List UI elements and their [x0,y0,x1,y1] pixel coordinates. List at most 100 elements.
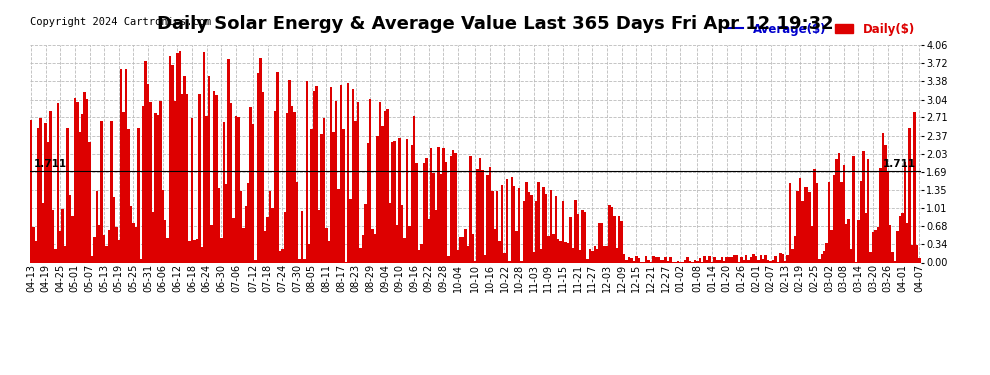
Bar [828,182,831,262]
Bar [266,217,269,262]
Bar [45,123,47,262]
Bar [599,222,601,262]
Bar [579,250,581,262]
Bar [159,100,161,262]
Bar [173,101,176,262]
Bar [171,65,173,262]
Bar [516,231,518,262]
Bar [891,252,894,262]
Bar [874,230,877,262]
Bar [349,199,351,262]
Bar [154,112,156,262]
Bar [42,203,45,262]
Bar [601,223,603,262]
Bar [96,191,98,262]
Bar [388,204,391,262]
Bar [220,238,223,262]
Bar [767,260,769,262]
Bar [298,259,301,262]
Bar [764,255,767,262]
Bar [791,249,794,262]
Bar [549,190,552,262]
Bar [506,178,508,262]
Bar [823,251,826,262]
Bar [206,116,208,262]
Bar [406,139,408,262]
Bar [151,212,154,262]
Bar [40,118,42,262]
Bar [393,141,396,262]
Bar [916,245,919,262]
Bar [303,260,306,262]
Bar [857,220,859,262]
Bar [474,261,476,262]
Bar [479,158,481,262]
Bar [511,177,513,262]
Bar [554,196,557,262]
Bar [704,256,706,262]
Bar [896,231,899,262]
Bar [498,241,501,262]
Bar [306,81,308,262]
Bar [816,183,818,262]
Bar [30,120,32,262]
Bar [186,94,188,262]
Bar [188,241,191,262]
Bar [279,251,281,262]
Bar [103,235,105,262]
Bar [749,256,752,262]
Bar [559,241,562,262]
Bar [51,210,54,262]
Bar [54,249,56,262]
Bar [744,255,747,262]
Bar [728,257,731,262]
Bar [201,247,203,262]
Bar [147,84,149,262]
Bar [356,102,359,262]
Bar [71,216,73,262]
Bar [543,187,545,262]
Bar [544,194,547,262]
Bar [831,230,833,262]
Bar [838,153,841,262]
Bar [608,205,611,262]
Bar [381,126,384,262]
Bar [418,250,421,262]
Bar [449,156,452,262]
Bar [781,254,784,262]
Bar [457,251,459,262]
Bar [203,52,206,262]
Bar [904,162,906,262]
Bar [91,256,93,262]
Bar [198,94,201,262]
Bar [731,257,733,262]
Bar [852,156,854,262]
Bar [93,237,96,262]
Bar [879,168,882,262]
Bar [872,232,874,262]
Bar [882,133,884,262]
Bar [83,92,86,262]
Bar [533,252,535,262]
Bar [664,257,667,262]
Bar [176,53,178,262]
Bar [64,246,66,262]
Bar [149,102,151,262]
Bar [754,256,757,262]
Bar [794,236,796,262]
Bar [76,102,78,262]
Bar [125,69,128,262]
Bar [706,260,708,262]
Bar [459,237,461,262]
Bar [657,257,659,262]
Bar [919,258,921,262]
Bar [32,227,35,262]
Bar [137,128,140,262]
Bar [403,238,406,262]
Bar [343,129,345,262]
Bar [223,122,225,262]
Bar [547,236,549,262]
Bar [240,191,243,262]
Bar [366,143,369,262]
Bar [86,99,88,262]
